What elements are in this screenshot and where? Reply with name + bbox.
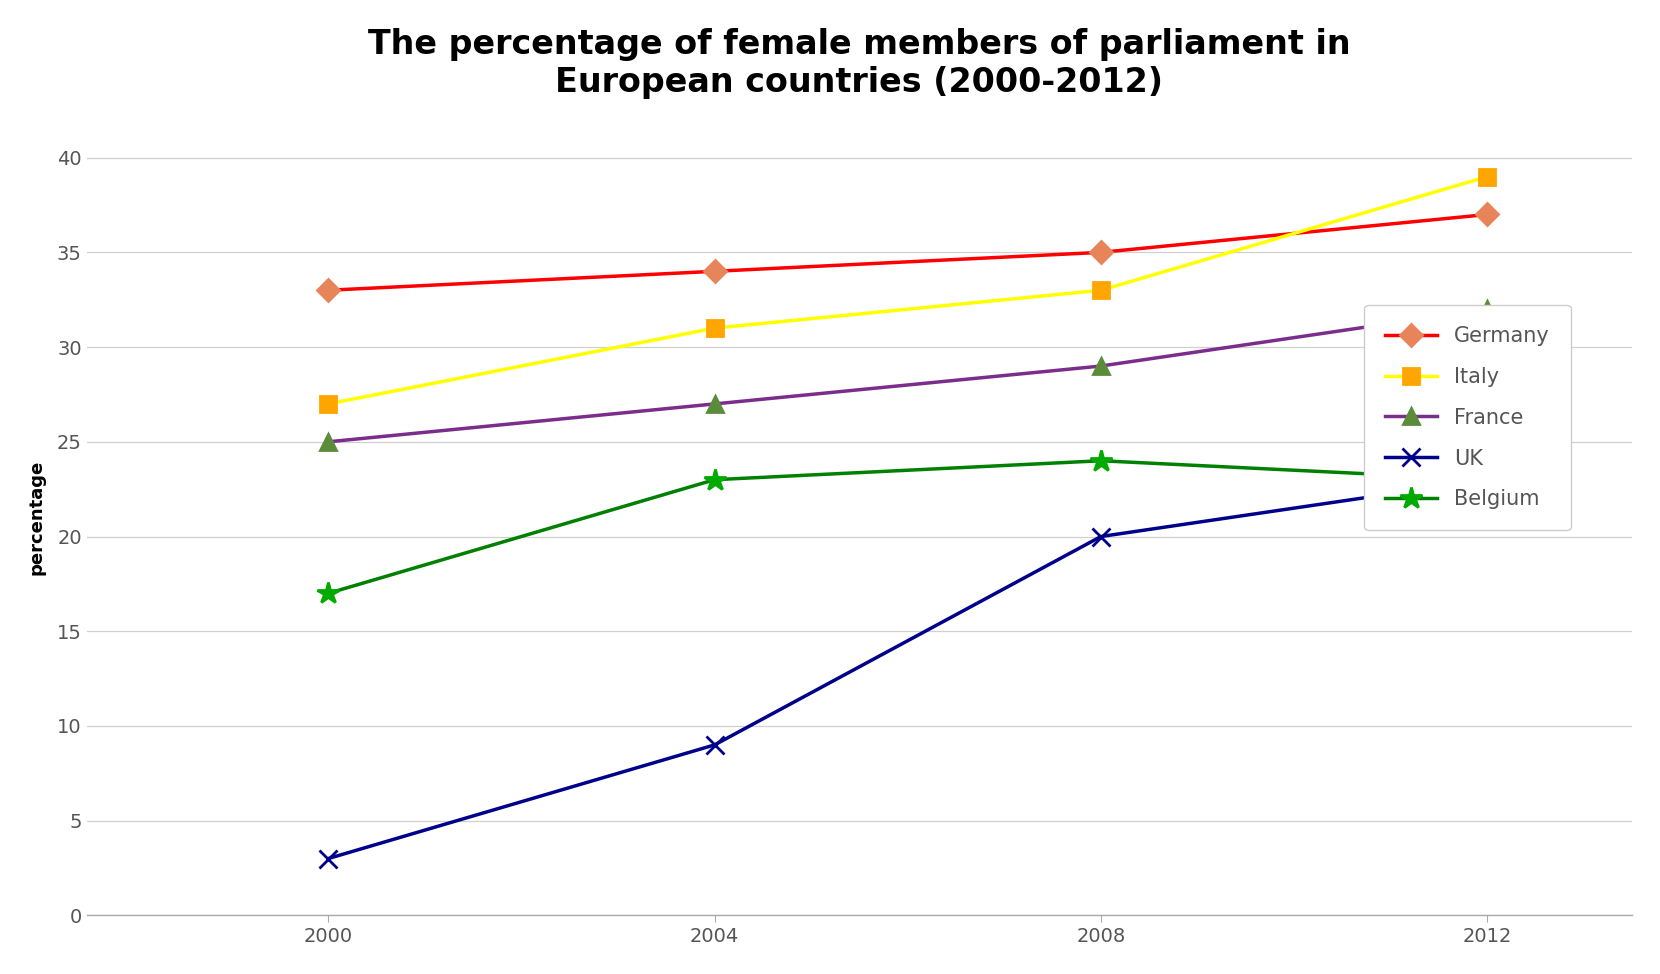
Line: Germany: Germany [320,206,1496,298]
Legend: Germany, Italy, France, UK, Belgium: Germany, Italy, France, UK, Belgium [1365,305,1570,530]
Italy [704,322,724,334]
Italy [1091,284,1111,296]
Italy [1477,170,1497,182]
UK [1091,531,1111,543]
Italy [319,398,339,410]
Belgium [319,587,339,599]
Belgium [704,474,724,486]
Title: The percentage of female members of parliament in
European countries (2000-2012): The percentage of female members of parl… [369,28,1351,99]
Y-axis label: percentage: percentage [28,460,46,576]
UK [319,853,339,865]
Line: Italy: Italy [320,169,1496,412]
Line: Belgium: Belgium [317,450,1499,605]
UK [704,739,724,751]
Germany [1091,246,1111,258]
France [704,398,724,410]
Line: UK: UK [319,470,1496,868]
France [1477,303,1497,315]
France [1091,360,1111,372]
Belgium [1091,455,1111,467]
UK [1477,474,1497,486]
Germany [319,284,339,296]
Belgium [1477,474,1497,486]
Germany [1477,208,1497,220]
Germany [704,266,724,278]
Line: France: France [320,301,1496,450]
France [319,436,339,448]
